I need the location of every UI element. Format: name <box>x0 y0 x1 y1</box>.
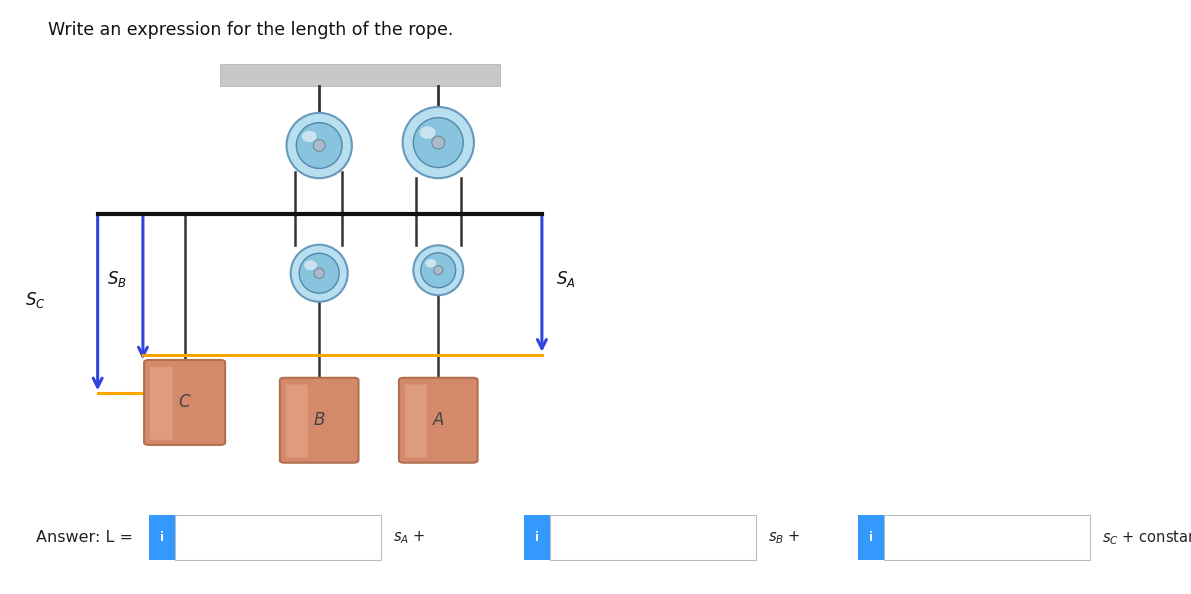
Ellipse shape <box>304 260 317 270</box>
Ellipse shape <box>403 107 474 178</box>
Ellipse shape <box>313 140 325 151</box>
Bar <box>220 64 500 86</box>
Ellipse shape <box>413 118 463 168</box>
Text: Answer: L =: Answer: L = <box>36 530 138 545</box>
Ellipse shape <box>434 266 443 275</box>
Ellipse shape <box>432 136 444 149</box>
Text: $s_C$ + constants: $s_C$ + constants <box>1102 528 1191 547</box>
Bar <box>858 515 884 560</box>
Ellipse shape <box>299 253 339 293</box>
Bar <box>149 515 175 560</box>
Bar <box>884 515 1090 560</box>
Text: $S_{B}$: $S_{B}$ <box>107 269 126 289</box>
Ellipse shape <box>297 122 342 169</box>
Ellipse shape <box>287 113 351 178</box>
FancyBboxPatch shape <box>144 360 225 445</box>
Ellipse shape <box>303 131 317 142</box>
Text: $S_{C}$: $S_{C}$ <box>25 290 46 310</box>
Ellipse shape <box>419 127 436 139</box>
Bar <box>524 515 550 560</box>
Text: $s_B$ +: $s_B$ + <box>768 529 800 546</box>
Ellipse shape <box>314 268 324 279</box>
Text: B: B <box>313 411 325 429</box>
Text: i: i <box>160 531 164 544</box>
FancyBboxPatch shape <box>280 378 358 463</box>
Text: Write an expression for the length of the rope.: Write an expression for the length of th… <box>48 21 453 39</box>
Bar <box>550 515 756 560</box>
Text: i: i <box>868 531 873 544</box>
Text: A: A <box>432 411 444 429</box>
Ellipse shape <box>425 259 436 268</box>
Text: $S_{A}$: $S_{A}$ <box>556 269 575 289</box>
Bar <box>175 515 381 560</box>
FancyBboxPatch shape <box>150 366 173 440</box>
Ellipse shape <box>420 253 456 287</box>
Ellipse shape <box>291 245 348 302</box>
Text: C: C <box>179 393 191 412</box>
FancyBboxPatch shape <box>399 378 478 463</box>
Text: i: i <box>535 531 540 544</box>
FancyBboxPatch shape <box>286 384 307 457</box>
Ellipse shape <box>413 245 463 295</box>
FancyBboxPatch shape <box>405 384 426 457</box>
Text: $s_A$ +: $s_A$ + <box>393 529 425 546</box>
